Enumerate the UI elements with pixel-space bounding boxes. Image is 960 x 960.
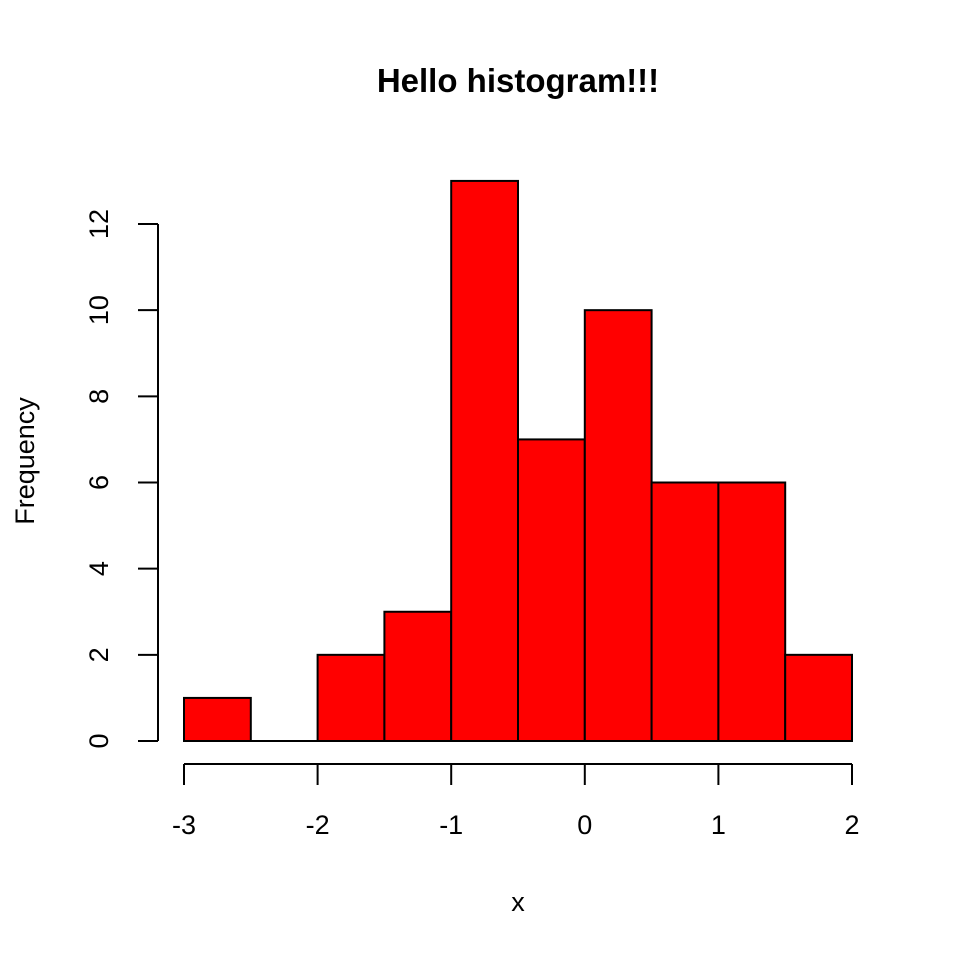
histogram-bar-5 xyxy=(517,438,586,742)
histogram-bar-0 xyxy=(183,696,252,743)
y-tick-label: 2 xyxy=(84,647,114,662)
y-tick-label: 12 xyxy=(84,209,114,239)
x-tick-label: 1 xyxy=(711,810,726,840)
y-axis: 0 2 4 6 8 10 12 xyxy=(84,209,159,749)
y-tick-label: 6 xyxy=(84,475,114,490)
x-tick-label: -1 xyxy=(439,810,463,840)
bars-group xyxy=(183,179,854,743)
x-tick-label: 2 xyxy=(844,810,859,840)
histogram-bar-8 xyxy=(717,481,787,742)
histogram-bar-2 xyxy=(316,653,386,742)
histogram-bar-6 xyxy=(583,309,653,742)
x-tick-label: -3 xyxy=(172,810,196,840)
x-tick-label: -2 xyxy=(306,810,330,840)
histogram-bar-7 xyxy=(650,481,720,742)
histogram-bar-4 xyxy=(450,179,520,742)
histogram-bar-3 xyxy=(383,610,453,742)
x-axis-title: x xyxy=(511,887,525,917)
chart-title: Hello histogram!!! xyxy=(377,62,659,99)
x-tick-label: 0 xyxy=(577,810,592,840)
histogram-bar-9 xyxy=(784,653,854,742)
y-tick-label: 0 xyxy=(84,733,114,748)
y-tick-label: 10 xyxy=(84,295,114,325)
y-axis-title: Frequency xyxy=(10,397,40,525)
y-tick-label: 4 xyxy=(84,561,114,576)
y-tick-label: 8 xyxy=(84,389,114,404)
x-axis: -3 -2 -1 0 1 2 xyxy=(172,763,860,840)
